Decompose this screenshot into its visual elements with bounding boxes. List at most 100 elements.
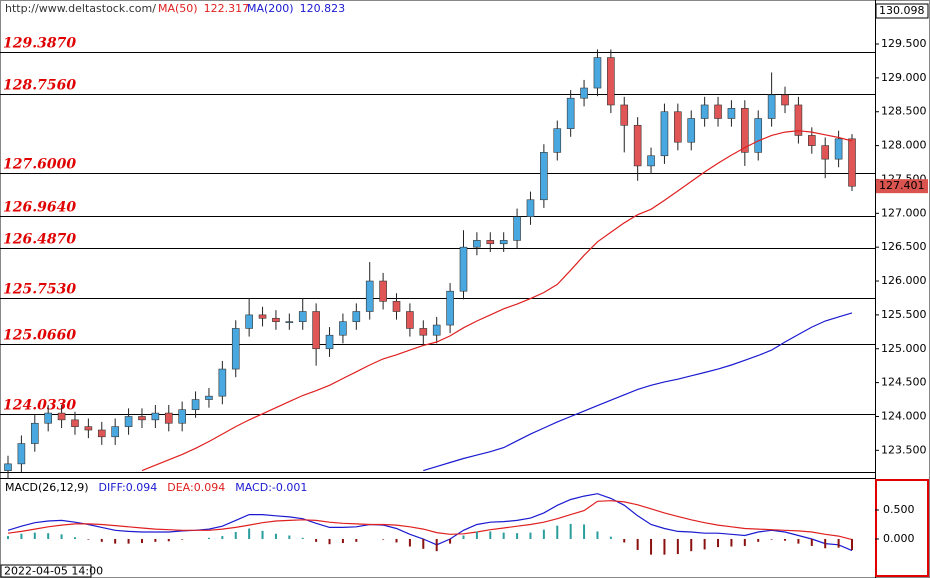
macd-bar — [502, 532, 505, 539]
candle-body — [231, 328, 240, 370]
macd-bar — [676, 538, 679, 555]
y-tick-label: 0.000 — [883, 532, 915, 545]
date-box — [0, 564, 92, 578]
macd-bar — [636, 538, 639, 550]
macd-title: MACD(26,12,9) — [5, 481, 89, 494]
legend-value: 122.317 — [204, 2, 250, 15]
macd-line — [7, 493, 853, 552]
macd-bar — [596, 531, 599, 539]
macd-bar — [449, 538, 452, 544]
candle-body — [767, 94, 776, 119]
level-label: 125.0660 — [3, 328, 76, 344]
legend-name: MA(50) — [158, 2, 198, 15]
candle-body — [44, 412, 52, 424]
macd-bar — [207, 537, 210, 539]
candle-body — [808, 135, 816, 146]
candle-body — [339, 321, 347, 336]
candle-body — [553, 128, 562, 153]
y-tick-label: 125.500 — [881, 308, 927, 321]
y-tick-label: 126.500 — [881, 240, 927, 253]
macd-bar — [810, 538, 813, 546]
macd-bar — [462, 535, 465, 539]
macd-axis-box — [875, 479, 929, 577]
level-label: 125.7530 — [3, 282, 76, 298]
macd-bar — [851, 538, 853, 550]
candle-body — [620, 104, 629, 126]
candle-body — [84, 426, 93, 431]
last-price-box — [876, 179, 928, 194]
candle-body — [821, 145, 830, 160]
site-url: http://www.deltastock.com/ — [5, 2, 156, 15]
y-tick-label: 124.500 — [881, 376, 927, 389]
candle-body — [4, 463, 12, 471]
axis-top-label: 130.098 — [879, 4, 925, 17]
level-label: 128.7560 — [3, 78, 76, 94]
candle-body — [848, 138, 856, 187]
macd-bar — [569, 523, 572, 539]
macd-bar — [475, 531, 478, 539]
candle-body — [727, 108, 736, 119]
y-tick-label: 128.000 — [881, 139, 927, 152]
macd-bar — [609, 536, 612, 539]
macd-bar — [556, 525, 559, 539]
candle-body — [406, 311, 414, 329]
candle-body — [647, 155, 655, 167]
candle-body — [312, 311, 320, 350]
candle-body — [97, 429, 106, 438]
macd-bar — [623, 538, 626, 543]
candle-body — [138, 416, 146, 421]
macd-bar — [167, 538, 170, 542]
legend-entry: DEA:0.094 — [167, 481, 225, 494]
candle-body — [419, 328, 428, 336]
macd-bar — [730, 538, 733, 547]
macd-bar — [127, 538, 130, 544]
macd-bar — [341, 538, 344, 544]
candle-body — [446, 290, 454, 326]
macd-bar — [663, 538, 666, 555]
candle-body — [660, 111, 669, 157]
macd-bar — [743, 538, 746, 546]
candle-body — [674, 111, 682, 143]
macd-bar — [422, 538, 425, 549]
macd-bar — [837, 538, 840, 548]
candle-body — [111, 426, 119, 438]
y-tick-label: 0.500 — [883, 503, 915, 516]
macd-bar — [234, 532, 237, 539]
y-tick-label: 124.000 — [881, 409, 927, 422]
candle-body — [741, 108, 749, 153]
candle-body — [17, 443, 26, 465]
macd-bar — [261, 530, 264, 539]
level-label: 124.0330 — [3, 398, 76, 414]
candle-body — [432, 324, 441, 336]
candle-body — [365, 280, 374, 312]
candle-body — [714, 104, 722, 119]
candle-body — [781, 94, 789, 106]
macd-bar — [274, 533, 277, 539]
y-tick-label: 129.500 — [881, 37, 927, 50]
candle-body — [57, 412, 66, 421]
macd-bar — [301, 537, 304, 539]
candle-body — [834, 138, 843, 160]
candle-body — [607, 57, 615, 106]
candle-body — [526, 199, 535, 218]
macd-bar — [315, 538, 318, 542]
candle-body — [258, 314, 267, 319]
y-tick-label: 128.500 — [881, 105, 927, 118]
level-label: 126.4870 — [3, 232, 76, 248]
level-label: 126.9640 — [3, 200, 76, 216]
macd-bar — [489, 531, 492, 539]
macd-bar — [516, 533, 519, 539]
legend-value: 120.823 — [300, 2, 346, 15]
macd-bar — [797, 538, 800, 544]
macd-bar — [140, 538, 143, 544]
y-tick-label: 127.000 — [881, 206, 927, 219]
macd-bar — [355, 538, 358, 542]
macd-bar — [221, 536, 224, 539]
macd-bar — [382, 538, 385, 540]
macd-bar — [690, 538, 693, 552]
candle-body — [794, 104, 803, 136]
candle-body — [205, 395, 213, 400]
candle-body — [325, 334, 334, 350]
candle-body — [473, 240, 481, 248]
candle-body — [164, 412, 173, 424]
